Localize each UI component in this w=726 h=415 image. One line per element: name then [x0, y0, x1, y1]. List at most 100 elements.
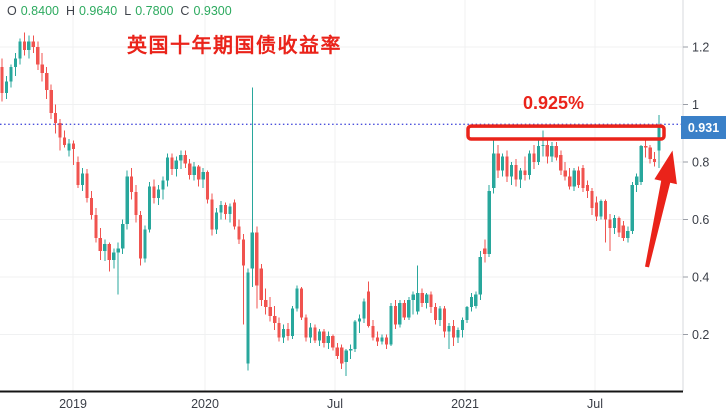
candle-body[interactable] — [420, 292, 424, 303]
candle-body[interactable] — [161, 180, 165, 190]
candle-body[interactable] — [603, 200, 608, 220]
candle-body[interactable] — [165, 157, 169, 181]
candle-body[interactable] — [451, 325, 456, 338]
candle-body[interactable] — [447, 325, 451, 332]
candle-body[interactable] — [653, 159, 657, 162]
candle-body[interactable] — [9, 67, 13, 82]
y-axis-label[interactable]: 1.2 — [692, 41, 709, 55]
candle-body[interactable] — [286, 328, 290, 336]
candle-body[interactable] — [112, 252, 116, 260]
candle-body[interactable] — [197, 166, 201, 180]
candle-body[interactable] — [353, 321, 357, 349]
candle-body[interactable] — [621, 225, 625, 239]
candle-body[interactable] — [259, 268, 263, 300]
candle-body[interactable] — [483, 248, 487, 254]
candle-body[interactable] — [0, 67, 4, 93]
candle-body[interactable] — [384, 337, 389, 345]
x-axis-label[interactable]: 2021 — [451, 397, 479, 411]
candle-body[interactable] — [635, 176, 639, 185]
candle-body[interactable] — [36, 47, 40, 65]
candle-body[interactable] — [143, 229, 147, 259]
candle-body[interactable] — [416, 292, 420, 312]
candle-body[interactable] — [80, 173, 85, 186]
candle-body[interactable] — [62, 137, 67, 145]
candle-body[interactable] — [362, 301, 366, 319]
candle-body[interactable] — [103, 243, 107, 252]
candle-body[interactable] — [138, 215, 143, 259]
candle-body[interactable] — [581, 167, 585, 188]
candle-body[interactable] — [366, 291, 371, 326]
candle-body[interactable] — [85, 173, 89, 198]
candle-body[interactable] — [626, 231, 630, 239]
candle-body[interactable] — [501, 156, 505, 171]
candle-body[interactable] — [40, 64, 44, 73]
candle-body[interactable] — [371, 325, 375, 338]
candle-body[interactable] — [192, 166, 196, 175]
candle-body[interactable] — [460, 320, 465, 331]
candle-body[interactable] — [277, 323, 281, 338]
candle-body[interactable] — [411, 294, 415, 300]
candle-body[interactable] — [174, 160, 178, 170]
candle-body[interactable] — [313, 327, 317, 341]
candle-body[interactable] — [22, 41, 26, 50]
candle-body[interactable] — [264, 300, 268, 308]
candle-body[interactable] — [617, 218, 621, 233]
candle-body[interactable] — [282, 328, 286, 338]
candle-body[interactable] — [487, 190, 491, 254]
candle-body[interactable] — [331, 335, 335, 348]
candle-body[interactable] — [389, 305, 393, 345]
candle-body[interactable] — [219, 205, 223, 213]
y-axis-label[interactable]: 0.6 — [692, 213, 709, 227]
candle-body[interactable] — [295, 288, 299, 309]
candle-body[interactable] — [393, 305, 397, 325]
candle-body[interactable] — [559, 154, 563, 171]
candle-body[interactable] — [594, 202, 599, 217]
candle-body[interactable] — [255, 232, 259, 286]
candle-body[interactable] — [125, 176, 129, 224]
candle-body[interactable] — [58, 123, 62, 138]
candle-body[interactable] — [590, 190, 594, 208]
candle-body[interactable] — [183, 154, 187, 164]
x-axis-label[interactable]: Jul — [327, 397, 343, 411]
candle-body[interactable] — [518, 170, 523, 180]
candle-body[interactable] — [228, 206, 232, 214]
candle-body[interactable] — [550, 146, 554, 157]
candle-body[interactable] — [322, 331, 326, 344]
candle-body[interactable] — [130, 176, 134, 193]
candle-body[interactable] — [442, 308, 447, 332]
candle-body[interactable] — [599, 200, 603, 217]
candle-body[interactable] — [246, 272, 250, 364]
candle-body[interactable] — [644, 146, 648, 148]
y-axis-label[interactable]: 1 — [692, 98, 699, 112]
candle-body[interactable] — [94, 215, 98, 239]
candle-body[interactable] — [340, 347, 344, 364]
candle-body[interactable] — [13, 58, 18, 68]
candle-body[interactable] — [49, 90, 53, 114]
candle-body[interactable] — [608, 219, 612, 229]
candle-body[interactable] — [304, 317, 308, 338]
x-axis-label[interactable]: 2019 — [59, 397, 87, 411]
candle-body[interactable] — [572, 170, 576, 187]
candle-body[interactable] — [456, 330, 460, 338]
candle-body[interactable] — [250, 232, 254, 269]
candle-body[interactable] — [170, 157, 174, 170]
candle-body[interactable] — [326, 335, 330, 344]
y-axis-label[interactable]: 0.8 — [692, 156, 709, 170]
candle-body[interactable] — [116, 248, 120, 253]
candle-body[interactable] — [402, 302, 406, 318]
candle-body[interactable] — [358, 318, 362, 322]
candle-body[interactable] — [375, 337, 380, 342]
candle-body[interactable] — [541, 144, 545, 147]
candle-body[interactable] — [232, 202, 237, 227]
candle-body[interactable] — [268, 307, 272, 316]
candle-body[interactable] — [273, 315, 277, 323]
candle-body[interactable] — [514, 164, 518, 180]
candle-body[interactable] — [134, 192, 138, 216]
candle-body[interactable] — [349, 348, 353, 351]
candle-body[interactable] — [107, 243, 111, 260]
candle-body[interactable] — [478, 256, 482, 295]
y-axis-label[interactable]: 0.4 — [692, 271, 709, 285]
candle-body[interactable] — [545, 144, 549, 157]
x-axis-label[interactable]: Jul — [587, 397, 603, 411]
